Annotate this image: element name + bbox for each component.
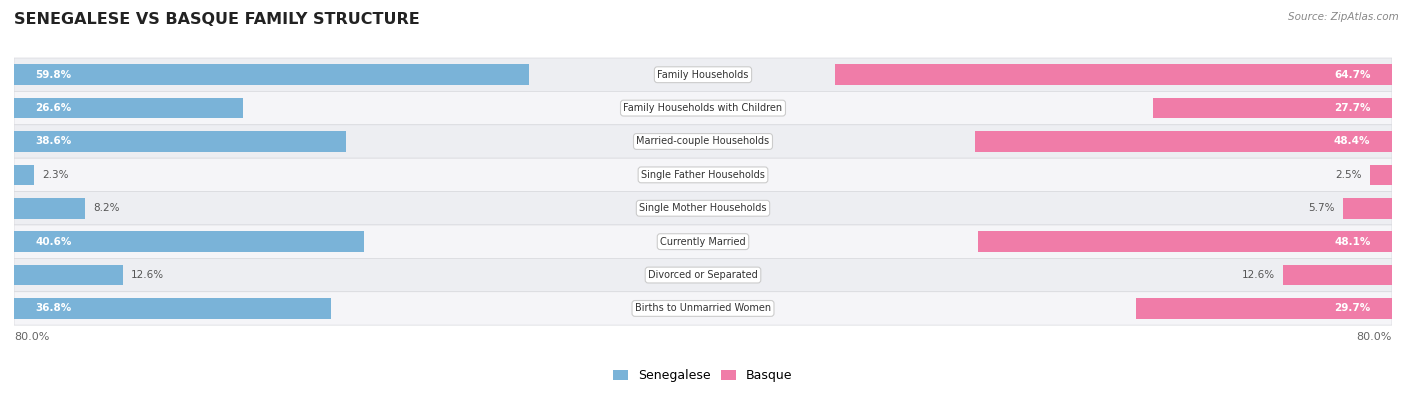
Bar	[14, 131, 346, 152]
Text: Single Father Households: Single Father Households	[641, 170, 765, 180]
Text: Divorced or Separated: Divorced or Separated	[648, 270, 758, 280]
Text: 38.6%: 38.6%	[35, 137, 72, 147]
Text: 2.3%: 2.3%	[42, 170, 69, 180]
Text: Single Mother Households: Single Mother Households	[640, 203, 766, 213]
Text: Currently Married: Currently Married	[661, 237, 745, 246]
Bar	[977, 231, 1392, 252]
Bar	[1284, 265, 1392, 286]
FancyBboxPatch shape	[14, 192, 1392, 225]
Text: Married-couple Households: Married-couple Households	[637, 137, 769, 147]
Bar	[835, 64, 1392, 85]
Bar	[1136, 298, 1392, 319]
Bar	[1343, 198, 1392, 218]
Text: 2.5%: 2.5%	[1336, 170, 1362, 180]
Text: 80.0%: 80.0%	[1357, 332, 1392, 342]
Text: Family Households: Family Households	[658, 70, 748, 80]
Bar	[14, 98, 243, 118]
Text: Source: ZipAtlas.com: Source: ZipAtlas.com	[1288, 12, 1399, 22]
Legend: Senegalese, Basque: Senegalese, Basque	[609, 364, 797, 387]
Text: 29.7%: 29.7%	[1334, 303, 1371, 313]
Bar	[1371, 165, 1392, 185]
Text: 12.6%: 12.6%	[1241, 270, 1275, 280]
FancyBboxPatch shape	[14, 258, 1392, 292]
Text: 8.2%: 8.2%	[93, 203, 120, 213]
Text: 48.1%: 48.1%	[1334, 237, 1371, 246]
Bar	[14, 298, 330, 319]
Text: Family Households with Children: Family Households with Children	[623, 103, 783, 113]
Bar	[14, 64, 529, 85]
Bar	[14, 265, 122, 286]
FancyBboxPatch shape	[14, 125, 1392, 158]
FancyBboxPatch shape	[14, 58, 1392, 91]
Text: 36.8%: 36.8%	[35, 303, 72, 313]
Text: 12.6%: 12.6%	[131, 270, 165, 280]
FancyBboxPatch shape	[14, 91, 1392, 125]
Text: 40.6%: 40.6%	[35, 237, 72, 246]
Text: 64.7%: 64.7%	[1334, 70, 1371, 80]
Text: 59.8%: 59.8%	[35, 70, 72, 80]
Text: 5.7%: 5.7%	[1308, 203, 1334, 213]
Text: 27.7%: 27.7%	[1334, 103, 1371, 113]
Text: 48.4%: 48.4%	[1334, 137, 1371, 147]
FancyBboxPatch shape	[14, 225, 1392, 258]
Text: 80.0%: 80.0%	[14, 332, 49, 342]
Bar	[14, 198, 84, 218]
Bar	[976, 131, 1392, 152]
Text: Births to Unmarried Women: Births to Unmarried Women	[636, 303, 770, 313]
Bar	[1153, 98, 1392, 118]
Bar	[14, 165, 34, 185]
FancyBboxPatch shape	[14, 292, 1392, 325]
Text: 26.6%: 26.6%	[35, 103, 72, 113]
Bar	[14, 231, 364, 252]
Text: SENEGALESE VS BASQUE FAMILY STRUCTURE: SENEGALESE VS BASQUE FAMILY STRUCTURE	[14, 12, 420, 27]
FancyBboxPatch shape	[14, 158, 1392, 192]
